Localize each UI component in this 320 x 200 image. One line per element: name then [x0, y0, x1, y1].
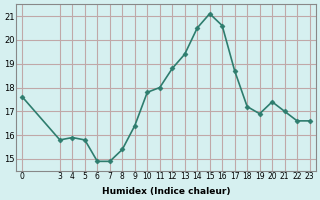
X-axis label: Humidex (Indice chaleur): Humidex (Indice chaleur) — [102, 187, 230, 196]
